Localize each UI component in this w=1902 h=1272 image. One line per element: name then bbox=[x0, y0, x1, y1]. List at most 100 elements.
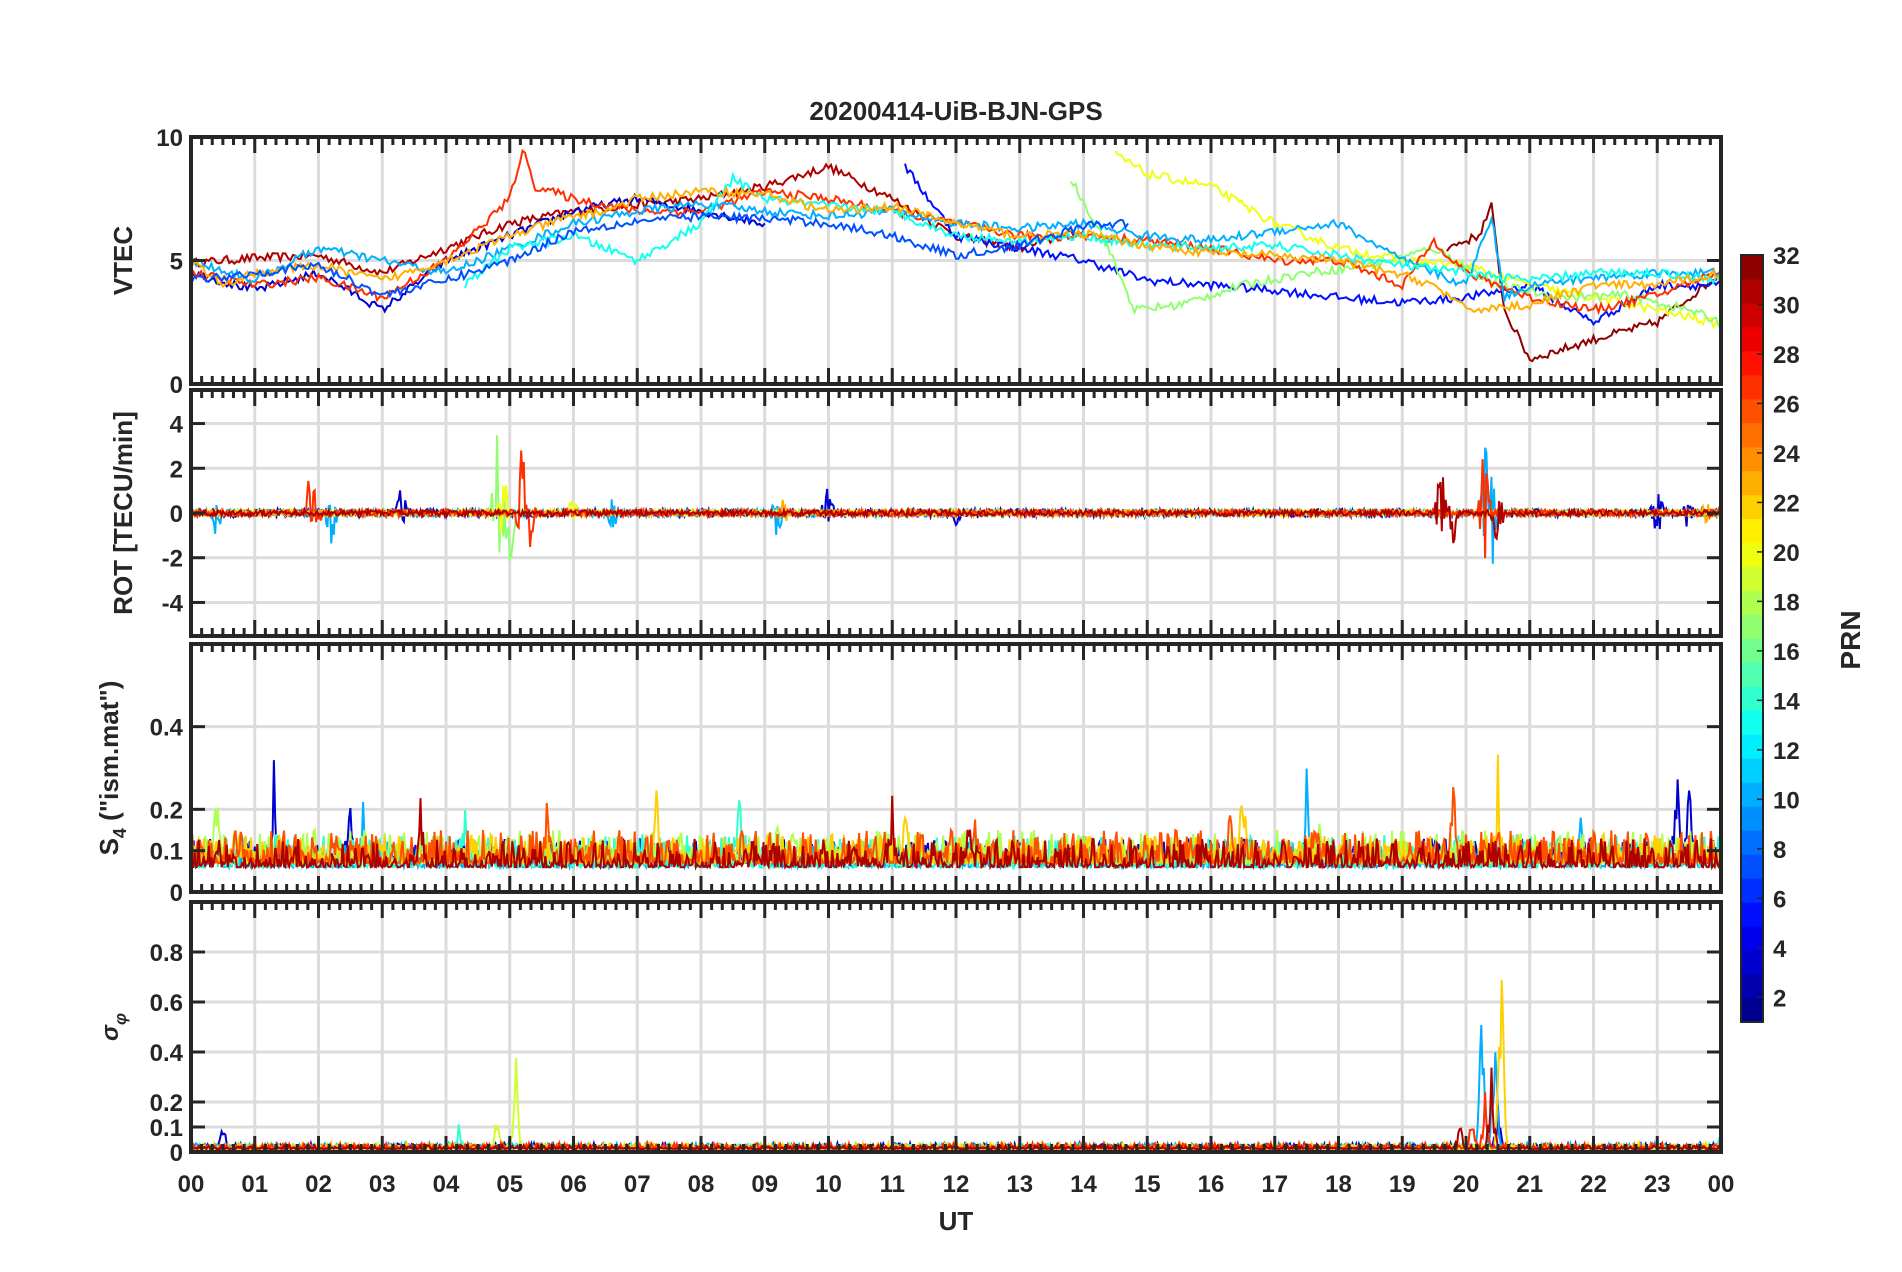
x-tick-label: 23 bbox=[1644, 1171, 1671, 1198]
x-tick-label: 18 bbox=[1325, 1171, 1352, 1198]
y-tick-label: 0.1 bbox=[150, 839, 183, 866]
x-tick-label: 03 bbox=[369, 1171, 396, 1198]
series-group bbox=[191, 149, 1721, 363]
subscript: φ bbox=[111, 1013, 130, 1025]
x-axis-label: UT bbox=[939, 1206, 974, 1236]
colorbar-segment bbox=[1741, 830, 1763, 855]
colorbar-segment bbox=[1741, 638, 1763, 663]
colorbar-segment bbox=[1741, 782, 1763, 807]
colorbar-segment bbox=[1741, 350, 1763, 376]
panel-3: 00.10.2 0.4 0.6 0.8 σφ bbox=[97, 900, 1723, 1167]
series-line-prn-5 bbox=[904, 163, 1721, 326]
y-tick-label: 0.2 bbox=[150, 1090, 183, 1117]
colorbar-segment bbox=[1741, 878, 1763, 903]
series-group bbox=[191, 435, 1721, 564]
colorbar-tick-label: 14 bbox=[1773, 688, 1800, 715]
colorbar-tick-label: 16 bbox=[1773, 639, 1800, 666]
y-axis-label: S4 ("ism.mat") bbox=[94, 681, 130, 856]
y-tick-label: 5 bbox=[170, 249, 183, 276]
series-line-prn-23 bbox=[191, 185, 1721, 315]
colorbar-tick-label: 10 bbox=[1773, 787, 1800, 814]
colorbar-segment bbox=[1741, 734, 1763, 759]
colorbar-segment bbox=[1741, 686, 1763, 711]
x-tick-label: 21 bbox=[1516, 1171, 1543, 1198]
colorbar-tick-label: 18 bbox=[1773, 589, 1800, 616]
x-tick-label: 19 bbox=[1389, 1171, 1416, 1198]
panel-1: -4 -2 0 2 4 ROT [TECU/min] bbox=[108, 388, 1723, 638]
colorbar-tick-label: 2 bbox=[1773, 985, 1786, 1012]
y-tick-label: -4 bbox=[162, 590, 184, 617]
colorbar-segment bbox=[1741, 614, 1763, 639]
y-tick-label: 10 bbox=[156, 125, 183, 152]
x-tick-label: 07 bbox=[624, 1171, 651, 1198]
colorbar-segment bbox=[1741, 278, 1763, 304]
colorbar-segment bbox=[1741, 974, 1763, 999]
x-tick-label: 14 bbox=[1070, 1171, 1097, 1198]
colorbar-segment bbox=[1741, 398, 1763, 424]
x-tick-label: 13 bbox=[1006, 1171, 1033, 1198]
y-tick-label: 0.4 bbox=[150, 1040, 184, 1067]
series-line-prn-31 bbox=[191, 477, 1721, 544]
series-line-prn-7 bbox=[191, 210, 1129, 299]
x-tick-label: 05 bbox=[496, 1171, 523, 1198]
x-tick-label: 00 bbox=[1708, 1171, 1735, 1198]
x-tick-label: 09 bbox=[751, 1171, 778, 1198]
colorbar-segment bbox=[1741, 255, 1763, 280]
colorbar-frame bbox=[1740, 254, 1764, 1023]
y-axis-label: σφ bbox=[97, 1013, 130, 1041]
y-axis-label: ROT [TECU/min] bbox=[108, 411, 138, 615]
colorbar-segment bbox=[1741, 854, 1763, 879]
y-tick-label: 4 bbox=[170, 412, 184, 439]
colorbar-segment bbox=[1741, 542, 1763, 568]
y-tick-label: 0.8 bbox=[150, 940, 183, 967]
y-tick-label: -2 bbox=[162, 546, 183, 573]
x-tick-label: 01 bbox=[241, 1171, 268, 1198]
x-tick-label: 08 bbox=[688, 1171, 715, 1198]
series-line-prn-13 bbox=[464, 171, 1721, 289]
x-tick-label: 15 bbox=[1134, 1171, 1161, 1198]
x-tick-label: 17 bbox=[1261, 1171, 1288, 1198]
colorbar-segment bbox=[1741, 446, 1763, 472]
x-tick-label: 22 bbox=[1580, 1171, 1607, 1198]
colorbar-segment bbox=[1741, 758, 1763, 783]
x-tick-label: 16 bbox=[1198, 1171, 1225, 1198]
x-tick-label: 10 bbox=[815, 1171, 842, 1198]
y-tick-label: 0 bbox=[170, 501, 183, 528]
y-tick-label: 0.6 bbox=[150, 990, 183, 1017]
x-tick-label: 02 bbox=[305, 1171, 332, 1198]
x-tick-label: 04 bbox=[433, 1171, 460, 1198]
colorbar-segment bbox=[1741, 590, 1763, 616]
y-tick-label: 0.4 bbox=[150, 715, 184, 742]
colorbar-segment bbox=[1741, 950, 1763, 975]
x-tick-label: 06 bbox=[560, 1171, 587, 1198]
colorbar-tick-label: 26 bbox=[1773, 391, 1800, 418]
colorbar-label: PRN bbox=[1835, 610, 1866, 669]
chart-title: 20200414-UiB-BJN-GPS bbox=[809, 96, 1102, 126]
colorbar-segment bbox=[1741, 902, 1763, 927]
subscript: 4 bbox=[110, 828, 130, 838]
colorbar-segment bbox=[1741, 422, 1763, 448]
colorbar-segment bbox=[1741, 566, 1763, 592]
series-group bbox=[191, 754, 1721, 872]
series-line-prn-31 bbox=[191, 795, 1721, 871]
colorbar-tick-label: 30 bbox=[1773, 292, 1800, 319]
y-tick-label: 0 bbox=[170, 1140, 183, 1167]
colorbar-tick-label: 22 bbox=[1773, 490, 1800, 517]
colorbar-segment bbox=[1741, 806, 1763, 831]
y-tick-label: 0.2 bbox=[150, 797, 183, 824]
y-tick-label: 0 bbox=[170, 880, 183, 907]
colorbar-segment bbox=[1741, 302, 1763, 328]
y-tick-label: 0.1 bbox=[150, 1115, 183, 1142]
colorbar-segment bbox=[1741, 518, 1763, 544]
colorbar-tick-label: 28 bbox=[1773, 342, 1800, 369]
colorbar-tick-label: 6 bbox=[1773, 886, 1786, 913]
colorbar-tick-label: 20 bbox=[1773, 540, 1800, 567]
colorbar-segment bbox=[1741, 662, 1763, 687]
x-tick-label: 00 bbox=[178, 1171, 205, 1198]
colorbar-tick-label: 4 bbox=[1773, 936, 1787, 963]
colorbar-segment bbox=[1741, 374, 1763, 400]
colorbar-segment bbox=[1741, 326, 1763, 352]
